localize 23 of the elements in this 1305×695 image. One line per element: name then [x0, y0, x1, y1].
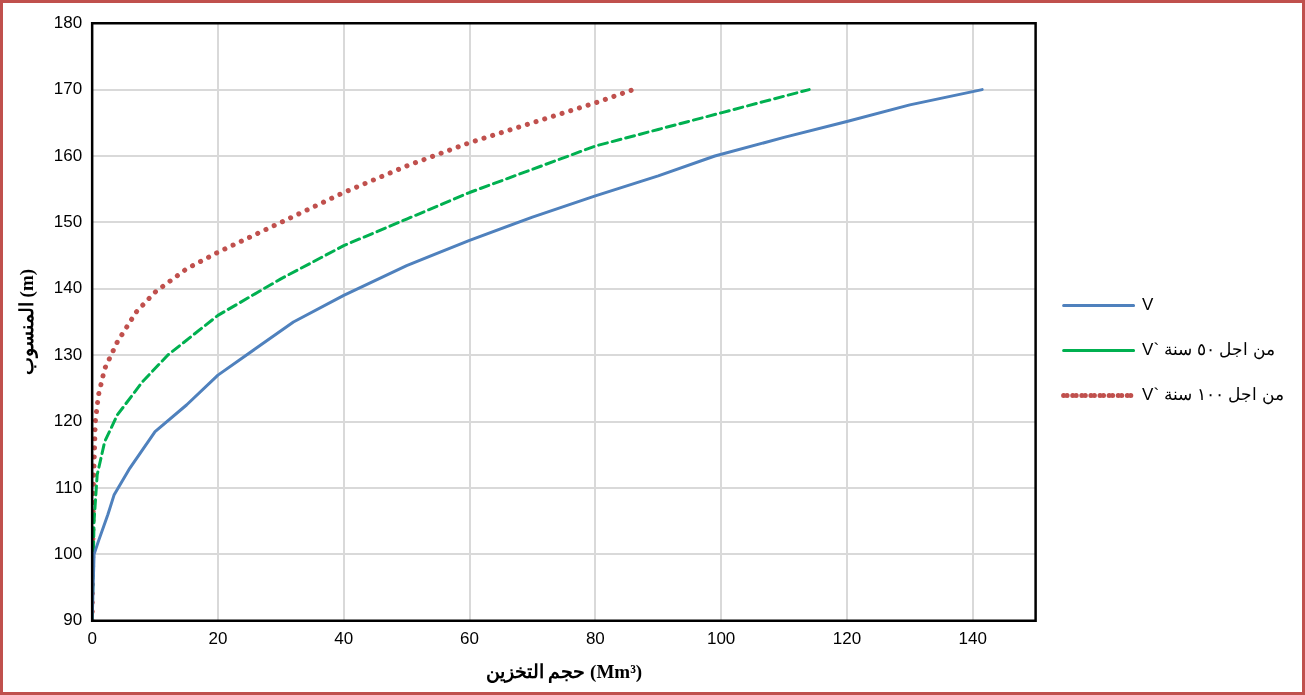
- y-tick-label: 130: [53, 344, 83, 364]
- y-tick-label: 170: [53, 79, 83, 99]
- x-tick-label: 100: [706, 628, 736, 648]
- y-axis-title: المنسوب (m): [16, 268, 39, 376]
- x-tick-label: 120: [832, 628, 862, 648]
- x-axis-title: حجم التخزين (Mm³): [485, 660, 643, 683]
- y-tick-label: 140: [53, 278, 83, 298]
- y-tick-label: 150: [53, 212, 83, 232]
- y-tick-label: 100: [53, 544, 83, 564]
- x-tick-label: 0: [87, 628, 97, 648]
- y-tick-label: 90: [63, 610, 83, 630]
- y-tick-label: 120: [53, 411, 83, 431]
- x-tick-label: 140: [958, 628, 987, 648]
- y-tick-label: 110: [55, 477, 83, 497]
- legend-label: V` من اجل ٥٠ سنة: [1142, 340, 1276, 361]
- y-tick-label: 160: [53, 145, 83, 165]
- x-tick-label: 40: [334, 628, 354, 648]
- x-tick-label: 60: [460, 628, 479, 648]
- legend-label: V` من اجل ١٠٠ سنة: [1142, 385, 1285, 406]
- legend-label: V: [1142, 295, 1155, 315]
- y-tick-label: 180: [53, 12, 83, 32]
- x-tick-label: 20: [208, 628, 228, 648]
- x-tick-label: 80: [585, 628, 605, 648]
